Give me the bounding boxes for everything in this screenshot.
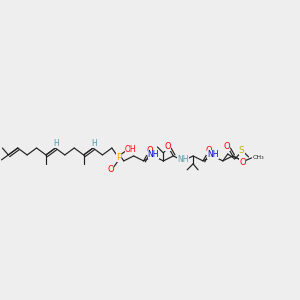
Text: O: O [108, 165, 114, 174]
Text: H: H [53, 139, 59, 148]
Text: CH₃: CH₃ [253, 155, 264, 160]
Text: O: O [146, 146, 153, 155]
Text: NH: NH [177, 155, 189, 164]
Text: O: O [239, 158, 246, 167]
Text: OH: OH [125, 145, 136, 154]
Text: S: S [239, 146, 244, 155]
Text: NH: NH [207, 151, 219, 160]
Text: O: O [206, 146, 212, 155]
Text: NH: NH [148, 151, 159, 160]
Text: H: H [91, 139, 97, 148]
Text: P: P [116, 153, 122, 162]
Text: O: O [224, 142, 230, 151]
Text: O: O [164, 142, 171, 151]
